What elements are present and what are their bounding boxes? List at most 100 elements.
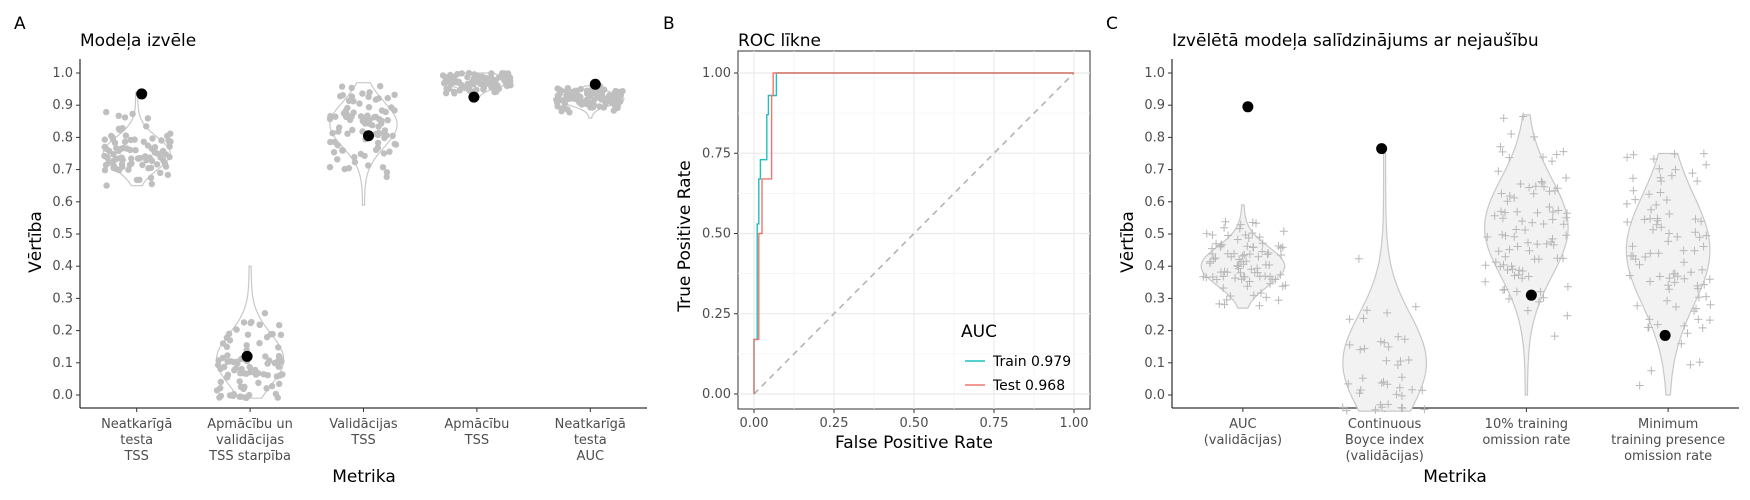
data-point bbox=[343, 111, 350, 118]
data-point bbox=[556, 91, 563, 98]
x-tick-label: training presence bbox=[1611, 433, 1725, 448]
data-point bbox=[1215, 299, 1224, 308]
chance-diagonal bbox=[753, 72, 1075, 395]
data-point bbox=[472, 76, 479, 84]
data-point bbox=[166, 143, 173, 150]
data-point bbox=[128, 155, 135, 162]
data-point bbox=[1633, 301, 1642, 310]
data-point bbox=[1220, 223, 1229, 232]
data-point bbox=[348, 84, 355, 92]
data-point bbox=[337, 93, 344, 100]
data-point bbox=[1514, 270, 1523, 279]
data-point bbox=[1418, 386, 1427, 395]
data-point bbox=[213, 387, 221, 394]
data-point bbox=[1397, 403, 1406, 412]
data-point bbox=[1219, 272, 1228, 281]
data-point bbox=[1258, 247, 1267, 256]
data-point bbox=[106, 147, 113, 155]
data-point bbox=[1680, 321, 1689, 330]
data-point bbox=[1244, 234, 1253, 242]
data-point bbox=[330, 149, 338, 156]
data-point bbox=[334, 142, 341, 149]
panel-b-plot: 0.00 0.25 0.50 0.75 1.00 0.00 0.25 0.50 0.75 1.00… bbox=[702, 50, 1091, 431]
data-point bbox=[1238, 252, 1247, 260]
data-point bbox=[365, 93, 372, 101]
data-point bbox=[1497, 207, 1505, 216]
data-point bbox=[326, 164, 334, 171]
data-point bbox=[1662, 196, 1671, 204]
x-tick-label: validācijas bbox=[216, 433, 284, 448]
data-point bbox=[279, 371, 286, 378]
data-point bbox=[357, 113, 365, 120]
data-point bbox=[148, 180, 155, 188]
data-point bbox=[1677, 339, 1686, 348]
data-point bbox=[277, 357, 284, 365]
data-point bbox=[1536, 287, 1545, 296]
data-point bbox=[1397, 391, 1406, 400]
data-point bbox=[1235, 224, 1244, 233]
data-point bbox=[1383, 308, 1392, 317]
data-point bbox=[1254, 252, 1263, 261]
data-point bbox=[1264, 249, 1273, 257]
data-point bbox=[167, 130, 174, 137]
data-point bbox=[157, 169, 164, 176]
data-point bbox=[1702, 292, 1711, 301]
violin bbox=[1342, 152, 1427, 412]
data-point bbox=[1212, 239, 1221, 248]
panel-b-ylabel: True Positive Rate bbox=[675, 160, 695, 312]
violin bbox=[215, 265, 285, 399]
data-point bbox=[224, 374, 231, 381]
data-point bbox=[1277, 251, 1286, 259]
data-point bbox=[1530, 255, 1539, 264]
data-point bbox=[380, 150, 388, 157]
data-point bbox=[1695, 358, 1704, 367]
data-point bbox=[1646, 249, 1655, 258]
data-point bbox=[1392, 390, 1401, 399]
data-point bbox=[1518, 274, 1527, 283]
data-point bbox=[1503, 266, 1512, 274]
data-point bbox=[1646, 277, 1655, 286]
data-point bbox=[374, 144, 382, 151]
data-point bbox=[372, 113, 379, 121]
legend: AUC Train 0.979 Test 0.968 bbox=[961, 322, 1071, 394]
data-point bbox=[1539, 293, 1548, 302]
data-point bbox=[1494, 167, 1503, 176]
data-point bbox=[1404, 356, 1413, 364]
data-point bbox=[1510, 193, 1519, 202]
x-tick-label: Validācijas bbox=[329, 417, 398, 432]
y-tick-label: 0.25 bbox=[702, 307, 731, 322]
data-point bbox=[1384, 400, 1393, 409]
x-tick-label: Minimum bbox=[1638, 417, 1698, 432]
data-point bbox=[1236, 220, 1245, 229]
data-point bbox=[1655, 272, 1664, 281]
data-point bbox=[226, 337, 234, 344]
data-point bbox=[143, 123, 150, 130]
data-point bbox=[1497, 189, 1506, 198]
x-tick-label: TSS bbox=[464, 433, 489, 448]
data-point bbox=[553, 99, 561, 106]
x-tick-label: 0.00 bbox=[740, 416, 769, 431]
data-point bbox=[1552, 150, 1561, 159]
data-point bbox=[365, 162, 372, 169]
data-point bbox=[1562, 231, 1571, 240]
data-point bbox=[233, 326, 240, 333]
y-tick-label: 1.00 bbox=[702, 66, 731, 81]
data-point bbox=[1276, 270, 1285, 279]
selected-model-point bbox=[1659, 329, 1671, 341]
data-point bbox=[1535, 297, 1543, 306]
data-point bbox=[1533, 240, 1542, 249]
data-point bbox=[1691, 215, 1700, 224]
data-point bbox=[1657, 223, 1666, 232]
x-tick-label: Neatkarīgā bbox=[555, 417, 626, 432]
data-point bbox=[1664, 281, 1673, 290]
data-point bbox=[1248, 218, 1257, 227]
x-tick-label: Boyce index bbox=[1345, 433, 1425, 448]
data-point bbox=[1274, 296, 1283, 305]
data-point bbox=[127, 136, 134, 144]
data-point bbox=[495, 74, 503, 81]
data-point bbox=[140, 138, 147, 145]
data-point bbox=[132, 147, 139, 154]
data-point bbox=[1276, 244, 1285, 252]
data-point bbox=[1240, 272, 1249, 281]
x-tick-label: AUC bbox=[577, 449, 605, 464]
